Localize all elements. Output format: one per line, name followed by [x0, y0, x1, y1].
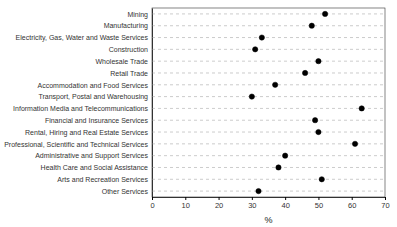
y-tick-label: Mining: [127, 11, 148, 19]
y-tick: Accommodation and Food Services: [38, 82, 153, 89]
dot: [253, 47, 258, 52]
x-tick: 50: [315, 197, 323, 210]
y-tick-label: Professional, Scientific and Technical S…: [4, 141, 148, 148]
x-tick-label: 70: [381, 201, 389, 210]
grid-line: [152, 25, 385, 26]
dot: [309, 23, 314, 28]
y-tick: Manufacturing: [104, 22, 152, 30]
x-tick-mark: [318, 197, 319, 200]
y-tick: Health Care and Social Assistance: [41, 164, 152, 171]
x-tick-mark: [152, 197, 153, 200]
grid-line: [152, 191, 385, 192]
y-tick-label: Retail Trade: [110, 70, 148, 77]
x-axis: 0 10 20 30 40 50 60 70: [150, 197, 389, 210]
dot: [316, 129, 321, 134]
grid-line: [152, 49, 385, 50]
y-tick: Electricity, Gas, Water and Waste Servic…: [16, 34, 152, 42]
dot: [249, 94, 254, 99]
chart: Other Services Arts and Recreation Servic…: [0, 0, 397, 227]
y-tick: Wholesale Trade: [95, 58, 152, 65]
x-tick: 0: [150, 197, 154, 210]
y-tick-label: Rental, Hiring and Real Estate Services: [25, 129, 148, 137]
grid-line: [152, 167, 385, 168]
grid-line: [152, 108, 385, 109]
y-tick: Arts and Recreation Services: [57, 176, 152, 183]
plot-frame: [152, 8, 385, 197]
dot: [302, 70, 307, 75]
x-tick: 30: [248, 197, 256, 210]
grid-line: [152, 96, 385, 97]
y-tick-label: Transport, Postal and Warehousing: [38, 93, 148, 101]
grid-line: [152, 120, 385, 121]
dot: [312, 118, 317, 123]
dot: [256, 188, 261, 193]
y-tick: Retail Trade: [110, 70, 152, 77]
x-tick: 20: [215, 197, 223, 210]
dot: [259, 35, 264, 40]
y-tick-label: Electricity, Gas, Water and Waste Servic…: [16, 34, 149, 42]
dot: [319, 177, 324, 182]
y-axis: Other Services Arts and Recreation Servic…: [4, 9, 152, 198]
x-tick-mark: [219, 197, 220, 200]
marks: [152, 11, 385, 193]
x-tick-label: 50: [315, 201, 323, 210]
dot: [359, 106, 364, 111]
y-tick: Mining: [127, 11, 152, 19]
grid-line: [152, 61, 385, 62]
y-tick: Professional, Scientific and Technical S…: [4, 141, 152, 148]
y-tick-label: Manufacturing: [104, 22, 148, 30]
y-tick: Administrative and Support Services: [35, 152, 152, 160]
x-tick-label: 10: [182, 201, 190, 210]
grid-line: [152, 155, 385, 156]
plot-root: Other Services Arts and Recreation Servic…: [4, 8, 390, 225]
grid-line: [152, 143, 385, 144]
x-tick-mark: [352, 197, 353, 200]
y-tick-label: Health Care and Social Assistance: [41, 164, 148, 171]
dot: [273, 82, 278, 87]
y-tick-label: Financial and Insurance Services: [45, 117, 149, 124]
y-tick-label: Accommodation and Food Services: [38, 82, 149, 89]
y-tick: Information Media and Telecommunications: [13, 105, 152, 112]
x-tick: 10: [182, 197, 190, 210]
y-tick-label: Construction: [109, 46, 148, 53]
dot: [322, 11, 327, 16]
y-tick-label: Other Services: [102, 188, 149, 195]
x-tick-mark: [185, 197, 186, 200]
grid-line: [152, 179, 385, 180]
y-tick-label: Administrative and Support Services: [35, 152, 148, 160]
x-tick-label: 20: [215, 201, 223, 210]
y-tick: Construction: [109, 46, 152, 53]
x-tick-mark: [285, 197, 286, 200]
x-tick: 40: [281, 197, 289, 210]
y-tick: Transport, Postal and Warehousing: [38, 93, 152, 101]
x-tick-label: 60: [348, 201, 356, 210]
x-tick-label: 40: [281, 201, 289, 210]
x-tick-mark: [252, 197, 253, 200]
grid-line: [152, 132, 385, 133]
x-tick-label: 30: [248, 201, 256, 210]
dot: [276, 165, 281, 170]
x-tick: 60: [348, 197, 356, 210]
y-tick: Other Services: [102, 188, 152, 195]
y-tick: Rental, Hiring and Real Estate Services: [25, 129, 152, 137]
y-tick-label: Arts and Recreation Services: [57, 176, 148, 183]
y-tick-label: Information Media and Telecommunications: [13, 105, 148, 112]
dot: [282, 153, 287, 158]
dot: [352, 141, 357, 146]
y-tick: Financial and Insurance Services: [45, 117, 152, 124]
grid-line: [152, 37, 385, 38]
x-axis-line: [153, 198, 386, 201]
grid-line: [152, 84, 385, 85]
grid-line: [152, 72, 385, 73]
grid-line: [152, 13, 385, 14]
y-tick-label: Wholesale Trade: [95, 58, 148, 65]
x-axis-title: %: [264, 215, 272, 225]
x-tick-label: 0: [150, 201, 154, 210]
x-tick-mark: [385, 197, 386, 200]
x-tick: 70: [381, 197, 389, 210]
dot: [316, 59, 321, 64]
